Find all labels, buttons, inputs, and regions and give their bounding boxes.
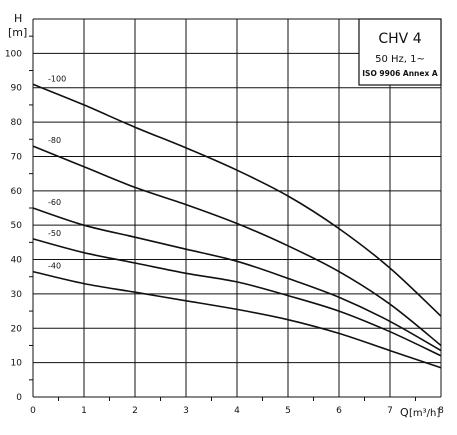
y-tick-label: 100 (5, 49, 22, 59)
x-tick-label: 0 (30, 406, 36, 416)
curve-minus-80 (32, 145, 442, 347)
x-tick-label: 1 (81, 406, 87, 416)
x-tick-label: 5 (285, 406, 291, 416)
chart-standard: ISO 9906 Annex A (362, 69, 438, 78)
curve-minus-50 (32, 238, 442, 357)
chart-subtitle: 50 Hz, 1~ (375, 54, 425, 65)
y-tick-label: 20 (11, 324, 23, 334)
curve-minus-40 (32, 270, 442, 369)
x-tick-label: 8 (438, 406, 444, 416)
y-axis-unit: [m] (8, 26, 27, 39)
curve-minus-60 (32, 207, 442, 352)
curve-label: -40 (48, 262, 61, 271)
y-tick-label: 40 (11, 256, 23, 266)
curve-label: -60 (48, 198, 61, 207)
y-tick-label: 30 (11, 290, 23, 300)
curve-label: -100 (48, 74, 66, 83)
x-tick-label: 7 (387, 406, 393, 416)
y-tick-label: 10 (11, 359, 23, 369)
series-labels: -100 -80 -60 -50 -40 (48, 74, 66, 270)
chart-title: CHV 4 (378, 31, 421, 47)
y-tick-label: 60 (11, 187, 23, 197)
x-axis-unit: [m³/h] (409, 408, 440, 419)
x-tick-label: 3 (183, 406, 189, 416)
x-tick-label: 2 (132, 406, 138, 416)
y-tick-label: 70 (11, 152, 23, 162)
y-tick-label: 80 (11, 118, 23, 128)
x-tick-label: 4 (234, 406, 240, 416)
y-tick-label: 90 (11, 84, 23, 94)
y-axis-symbol: H (14, 12, 22, 25)
title-box: CHV 4 50 Hz, 1~ ISO 9906 Annex A (358, 18, 442, 86)
curve-label: -80 (48, 136, 61, 145)
curve-label: -50 (48, 229, 61, 238)
x-tick-label: 6 (336, 406, 342, 416)
y-tick-label: 0 (16, 393, 22, 403)
curves (32, 83, 442, 369)
x-axis-symbol: Q (400, 406, 409, 419)
curve-minus-100 (32, 83, 442, 317)
y-tick-label: 50 (11, 221, 23, 231)
